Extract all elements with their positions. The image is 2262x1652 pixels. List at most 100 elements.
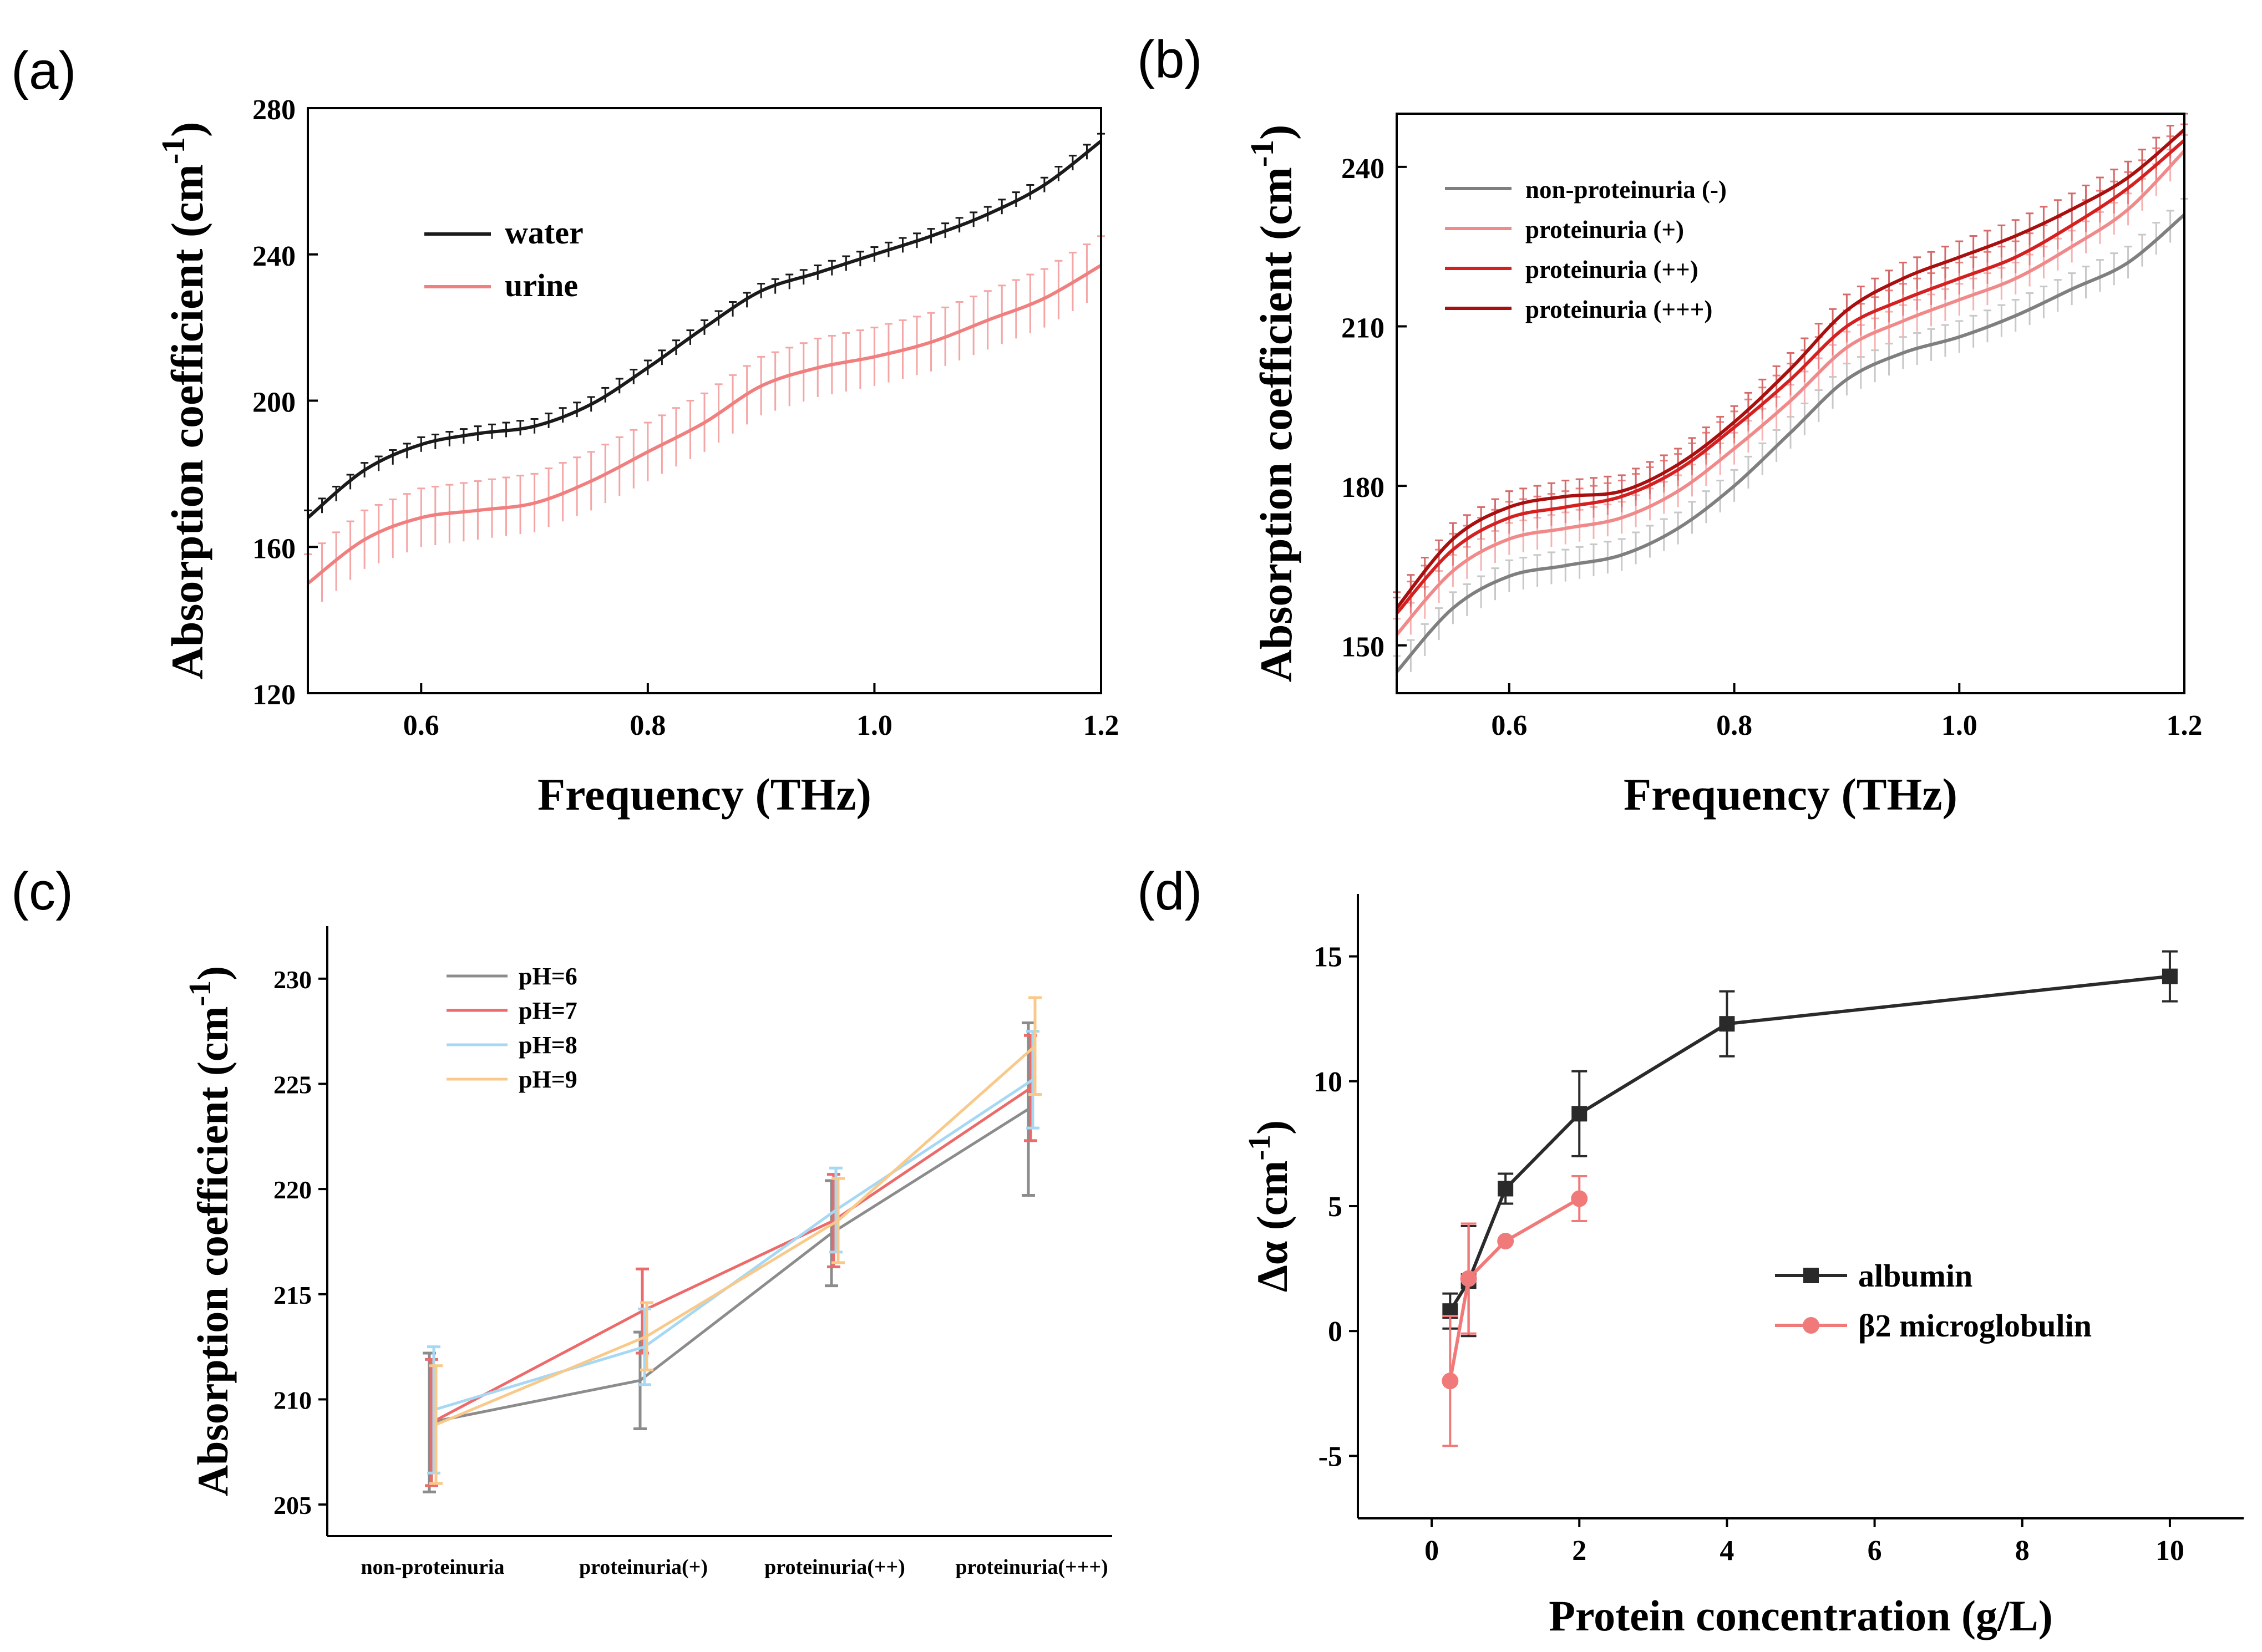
panel-label-a: (a): [11, 41, 76, 100]
y-axis-title: Absorption coefficient (cm-1): [183, 966, 237, 1497]
y-axis-title-sup: -1: [1242, 1135, 1277, 1161]
x-tick-label: 10: [2156, 1535, 2184, 1567]
x-tick-label: 0.8: [1716, 710, 1752, 741]
legend-marker-circle: [1803, 1317, 1819, 1334]
x-axis-title: Protein concentration (g/L): [1549, 1592, 2052, 1640]
y-tick-label: 160: [252, 533, 296, 565]
data-point-circle: [1460, 1270, 1477, 1287]
y-axis-title-main: Absorption coefficient (cm: [189, 1006, 237, 1496]
y-tick-label: 180: [1341, 472, 1384, 504]
x-tick-label: 1.2: [2167, 710, 2203, 741]
data-point-square: [1498, 1181, 1514, 1197]
x-tick-label: 2: [1572, 1535, 1586, 1567]
x-tick-label: 1.0: [856, 710, 892, 741]
panel-a: 0.6 0.8 1.0 1.2 120 160 200 240 280 Frequency (TH…: [155, 94, 1119, 820]
error-bars-0: [1393, 197, 2188, 688]
y-tick-label: 120: [252, 679, 296, 711]
series-line-0: [307, 139, 1102, 519]
data-point-square: [1719, 1016, 1735, 1032]
x-category-label: non-proteinuria: [361, 1556, 504, 1579]
error-bars-2: [427, 1030, 1039, 1475]
x-tick-label: 0.6: [403, 710, 439, 741]
y-axis-title-close: ): [162, 122, 212, 137]
panel-d: 0 2 4 6 8 10 -5 0 5 10 15 Protein concentration (g/…: [1242, 894, 2244, 1640]
y-tick-label: 225: [273, 1070, 312, 1099]
y-axis-title-sup: -1: [183, 980, 217, 1007]
data-point-circle: [1571, 1190, 1588, 1207]
data-point-square: [2162, 968, 2178, 984]
y-axis-title-main: Absorption coefficient (cm: [1251, 167, 1301, 682]
legend-label: β2 microglobulin: [1858, 1308, 2092, 1344]
x-tick-label: 0.8: [630, 710, 666, 741]
y-tick-label: -5: [1318, 1441, 1342, 1472]
series-line-1: [430, 1086, 1032, 1424]
legend-label: albumin: [1858, 1258, 1972, 1294]
y-tick-label: 215: [273, 1281, 312, 1309]
y-axis-title-main: Absorption coefficient (cm: [162, 164, 212, 679]
legend-label: pH=9: [519, 1066, 577, 1093]
y-axis-title-sup: -1: [155, 137, 191, 164]
series-line-1: [1395, 150, 2186, 636]
data-point-circle: [1497, 1233, 1514, 1250]
error-bars-0: [423, 1021, 1035, 1493]
legend-label: pH=8: [519, 1031, 577, 1059]
x-tick-label: 4: [1720, 1535, 1734, 1567]
x-tick-label: 8: [2015, 1535, 2030, 1567]
data-point-square: [1571, 1106, 1588, 1122]
x-category-label: proteinuria(++): [764, 1556, 905, 1579]
y-tick-label: 0: [1328, 1316, 1342, 1348]
x-axis-title: Frequency (THz): [1624, 769, 1957, 820]
x-tick-label: 1.2: [1083, 710, 1119, 741]
x-axis-title: Frequency (THz): [537, 769, 871, 820]
y-tick-label: 230: [273, 965, 312, 994]
y-tick-label: 240: [1341, 153, 1384, 185]
legend-label: non-proteinuria (-): [1525, 176, 1727, 204]
x-category-label: proteinuria(+): [579, 1556, 708, 1579]
y-tick-label: 15: [1313, 942, 1342, 973]
y-tick-label: 280: [252, 94, 296, 126]
y-tick-label: 200: [252, 387, 296, 419]
plot-frame: [1396, 113, 2185, 694]
legend-label: urine: [505, 267, 578, 303]
y-axis-title-close: ): [1248, 1120, 1296, 1135]
series-line-1: [1448, 1197, 1580, 1381]
y-tick-label: 5: [1328, 1191, 1342, 1223]
y-axis-title-main: Δα (cm: [1248, 1161, 1296, 1293]
y-tick-label: 150: [1341, 632, 1384, 663]
y-axis-title-close: ): [189, 966, 237, 980]
legend-label: pH=6: [519, 963, 577, 990]
y-tick-label: 10: [1313, 1066, 1342, 1098]
series-line-1: [307, 263, 1102, 585]
panel-c: 205 210 215 220 225 230 non-proteinuria protein…: [183, 926, 1112, 1579]
series-line-2: [1395, 139, 2185, 615]
x-tick-label: 0.6: [1491, 710, 1527, 741]
data-point-circle: [1442, 1373, 1459, 1390]
y-tick-label: 240: [252, 241, 296, 272]
series-line-3: [435, 1045, 1036, 1426]
y-axis-title-close: ): [1251, 125, 1301, 140]
legend-label: proteinuria (++): [1525, 256, 1698, 283]
x-tick-label: 0: [1424, 1535, 1439, 1567]
panel-label-b: (b): [1137, 30, 1202, 89]
legend-label: pH=7: [519, 997, 577, 1024]
panel-b: 0.6 0.8 1.0 1.2 150 180 210 240 Frequency (THz) A…: [1244, 113, 2203, 820]
series-line-0: [1448, 974, 2170, 1312]
panel-label-c: (c): [11, 862, 73, 921]
series-line-0: [1395, 213, 2185, 673]
y-axis-title: Δα (cm-1): [1242, 1120, 1296, 1292]
legend-marker-square: [1803, 1268, 1819, 1283]
x-category-label: proteinuria(+++): [955, 1556, 1108, 1579]
series-line-0: [429, 1107, 1029, 1424]
x-tick-label: 6: [1868, 1535, 1882, 1567]
legend-label: proteinuria (+++): [1525, 296, 1712, 323]
legend-label: water: [505, 215, 584, 251]
panel-label-d: (d): [1137, 862, 1202, 921]
y-tick-label: 205: [273, 1491, 312, 1519]
y-axis-title-sup: -1: [1244, 140, 1280, 167]
legend-label: proteinuria (+): [1525, 216, 1684, 243]
x-tick-label: 1.0: [1941, 710, 1977, 741]
y-tick-label: 220: [273, 1176, 312, 1204]
y-tick-label: 210: [273, 1386, 312, 1414]
error-bars-1: [425, 1034, 1037, 1487]
